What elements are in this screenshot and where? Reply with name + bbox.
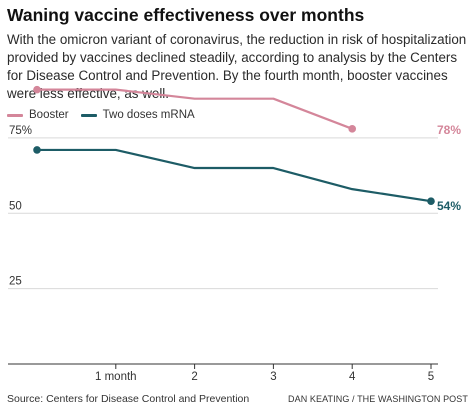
chart-title: Waning vaccine effectiveness over months [7, 5, 365, 25]
end-labels: 78% 54% [437, 123, 461, 213]
series-line-booster [35, 88, 354, 130]
x-tick-label: 2 [191, 371, 197, 383]
source-note: Source: Centers for Disease Control and … [7, 393, 250, 405]
series-point-end [348, 125, 357, 133]
x-axis: 1 month 2 3 4 5 [8, 363, 438, 383]
legend-label-two-doses: Two doses mRNA [102, 109, 195, 121]
legend-swatch-two-doses [80, 113, 97, 117]
y-tick-label: 75% [9, 125, 32, 137]
y-tick-label: 50 [9, 200, 22, 212]
legend-label-booster: Booster [29, 109, 69, 121]
series-lines [35, 88, 433, 203]
gridlines [8, 137, 438, 290]
y-tick-label: 25 [9, 276, 22, 288]
x-tick-label: 3 [270, 371, 276, 383]
series-line-two-doses [35, 148, 433, 203]
chart-subtitle: With the omicron variant of coronavirus,… [7, 32, 467, 101]
legend-item-booster: Booster [7, 109, 69, 121]
legend-item-two-doses: Two doses mRNA [80, 109, 195, 121]
end-label-two-doses: 54% [437, 199, 461, 213]
x-tick-label: 5 [428, 371, 434, 383]
x-tick-label: 1 month [95, 371, 137, 383]
x-tick-label: 4 [349, 371, 356, 383]
end-label-booster: 78% [437, 123, 461, 137]
y-axis-ticks: 75% 50 25 [9, 125, 32, 288]
series-point-start [33, 85, 41, 94]
legend-swatch-booster [7, 113, 23, 117]
series-point-end [427, 197, 435, 205]
chart-legend: Booster Two doses mRNA [7, 107, 207, 123]
credit-note: DAN KEATING / THE WASHINGTON POST [288, 394, 468, 404]
series-points [33, 85, 435, 205]
series-point-start [33, 146, 41, 154]
